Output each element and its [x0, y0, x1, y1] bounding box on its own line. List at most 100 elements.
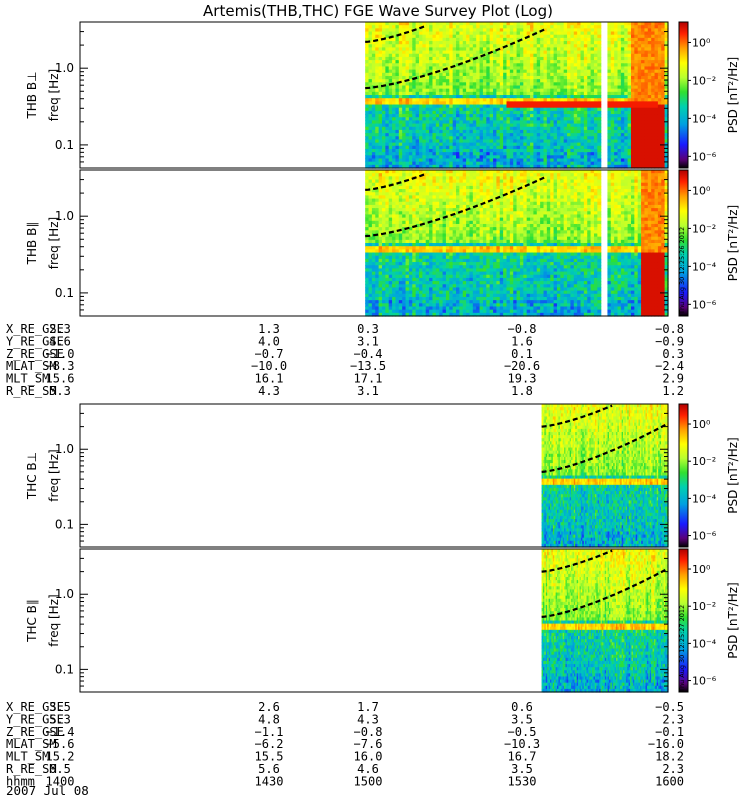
spectrogram-cell — [402, 95, 407, 99]
spectrogram-cell — [378, 129, 383, 134]
spectrogram-cell — [439, 114, 444, 118]
spectrogram-cell — [368, 110, 373, 115]
spectrogram-cell — [385, 72, 390, 77]
spectrogram-cell — [365, 31, 370, 36]
spectrogram-cell — [368, 139, 373, 144]
spectrogram-cell — [422, 37, 427, 42]
spectrogram-cell — [408, 158, 413, 163]
spectrogram-cell — [368, 142, 373, 147]
spectrogram-cell — [375, 95, 380, 99]
spectrogram-cell — [402, 126, 407, 131]
spectrogram-cell — [415, 142, 420, 147]
spectrogram-cell — [388, 31, 393, 36]
spectrogram-cell — [371, 110, 376, 115]
spectrogram-cell — [388, 66, 393, 71]
spectrogram-cell — [432, 152, 437, 156]
spectrogram-cell — [422, 75, 427, 80]
spectrogram-cell — [375, 63, 380, 68]
spectrogram-cell — [419, 133, 423, 137]
spectrogram-cell — [382, 75, 386, 80]
spectrogram-cell — [375, 129, 380, 134]
spectrogram-cell — [378, 136, 383, 141]
spectrogram-cell — [439, 63, 444, 68]
spectrogram-cell — [432, 161, 437, 166]
spectrogram-cell — [398, 107, 403, 112]
spectrogram-cell — [422, 91, 427, 96]
spectrogram-cell — [435, 110, 440, 115]
spectrogram-cell — [385, 63, 390, 68]
spectrogram-cell — [398, 101, 403, 106]
spectrogram-cell — [442, 104, 447, 109]
spectrogram-cell — [435, 88, 440, 93]
spectrogram-cell — [449, 34, 454, 39]
spectrogram-cell — [405, 145, 410, 150]
spectrogram-cell — [382, 82, 386, 87]
spectrogram-cell — [388, 50, 393, 55]
spectrogram-cell — [419, 53, 423, 58]
spectrogram-cell — [425, 98, 430, 102]
spectrogram-cell — [378, 98, 383, 102]
spectrogram-cell — [371, 79, 376, 83]
spectrogram-cell — [412, 82, 417, 87]
spectrogram-cell — [385, 126, 390, 131]
spectrogram-cell — [365, 79, 370, 83]
spectrogram-cell — [442, 37, 447, 42]
spectrogram-cell — [371, 164, 376, 169]
spectrogram-cell — [382, 66, 386, 71]
spectrogram-cell — [382, 126, 386, 131]
spectrogram-cell — [412, 114, 417, 118]
spectrogram-cell — [429, 104, 434, 109]
spectrogram-cell — [375, 44, 380, 48]
spectrogram-cell — [412, 164, 417, 169]
spectrogram-cell — [392, 53, 397, 58]
spectrogram-cell — [435, 91, 440, 96]
y-axis-label: freq [Hz] — [47, 69, 61, 121]
spectrogram-cell — [412, 129, 417, 134]
spectrogram-cell — [412, 104, 417, 109]
spectrogram-cell — [449, 85, 454, 90]
spectrogram-cell — [442, 60, 447, 64]
spectrogram-cell — [439, 110, 444, 115]
spectrogram-cell — [388, 164, 393, 169]
spectrogram-cell — [425, 95, 430, 99]
spectrogram-cell — [432, 75, 437, 80]
spectrogram-cell — [408, 98, 413, 102]
spectrogram-cell — [395, 164, 400, 169]
spectrogram-cell — [415, 60, 420, 64]
spectrogram-cell — [371, 88, 376, 93]
spectrogram-cell — [405, 56, 410, 61]
spectrogram-cell — [398, 28, 403, 33]
spectrogram-cell — [445, 155, 450, 160]
spectrogram-cell — [442, 120, 447, 125]
spectrogram-cell — [412, 133, 417, 137]
spectrogram-cell — [395, 148, 400, 153]
spectrogram-cell — [385, 82, 390, 87]
spectrogram-cell — [382, 47, 386, 52]
spectrogram-cell — [422, 69, 427, 74]
spectrogram-cell — [368, 114, 373, 118]
spectrogram-cell — [382, 117, 386, 121]
spectrogram-cell — [368, 164, 373, 169]
spectrogram-cell — [425, 161, 430, 166]
spectrogram-cell — [388, 69, 393, 74]
spectrogram-cell — [415, 47, 420, 52]
spectrogram-cell — [439, 104, 444, 109]
spectrogram-cell — [422, 155, 427, 160]
spectrogram-cell — [375, 34, 380, 39]
spectrogram-cell — [375, 66, 380, 71]
spectrogram-cell — [432, 95, 437, 99]
spectrogram-cell — [408, 37, 413, 42]
spectrogram-cell — [382, 53, 386, 58]
spectrogram-cell — [378, 25, 383, 29]
spectrogram-cell — [402, 148, 407, 153]
spectrogram-cell — [392, 139, 397, 144]
spectrogram-cell — [442, 98, 447, 102]
spectrogram-cell — [378, 56, 383, 61]
spectrogram-cell — [375, 98, 380, 102]
spectrogram-cell — [395, 136, 400, 141]
spectrogram-cell — [408, 164, 413, 169]
spectrogram-cell — [445, 104, 450, 109]
spectrogram-cell — [445, 85, 450, 90]
spectrogram-cell — [392, 158, 397, 163]
spectrogram-cell — [449, 22, 454, 26]
